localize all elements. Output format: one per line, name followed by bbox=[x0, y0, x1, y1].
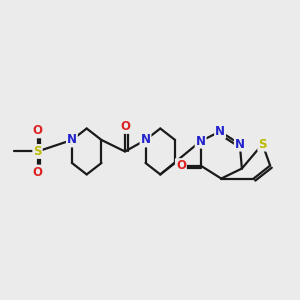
Text: O: O bbox=[176, 159, 186, 172]
Text: N: N bbox=[235, 138, 245, 151]
Text: O: O bbox=[32, 166, 43, 178]
Text: O: O bbox=[120, 120, 130, 133]
Text: N: N bbox=[67, 134, 77, 146]
Text: N: N bbox=[196, 135, 206, 148]
Text: N: N bbox=[215, 125, 225, 138]
Text: N: N bbox=[140, 134, 151, 146]
Text: O: O bbox=[32, 124, 43, 137]
Text: S: S bbox=[258, 138, 267, 151]
Text: S: S bbox=[33, 145, 42, 158]
